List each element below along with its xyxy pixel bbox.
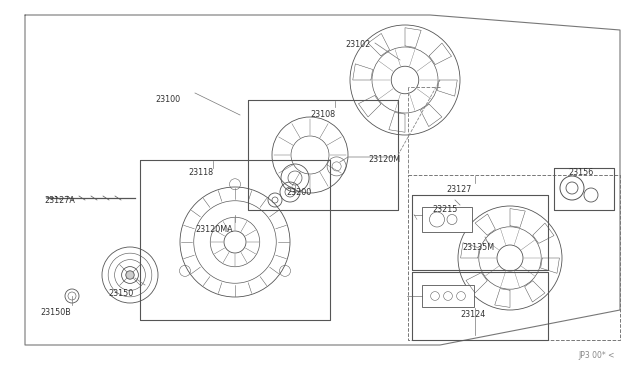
Bar bbox=[422, 207, 472, 232]
Circle shape bbox=[126, 271, 134, 279]
Text: 23135M: 23135M bbox=[462, 243, 494, 252]
Text: 23108: 23108 bbox=[310, 110, 335, 119]
Text: 23200: 23200 bbox=[286, 188, 311, 197]
Text: 23124: 23124 bbox=[460, 310, 485, 319]
Text: 23150: 23150 bbox=[108, 289, 133, 298]
Text: 23120M: 23120M bbox=[368, 155, 400, 164]
Text: JP3 00* <: JP3 00* < bbox=[579, 351, 615, 360]
Text: 23150B: 23150B bbox=[40, 308, 71, 317]
Text: 23156: 23156 bbox=[568, 168, 593, 177]
Text: 23127A: 23127A bbox=[44, 196, 75, 205]
Text: 23118: 23118 bbox=[188, 168, 213, 177]
Text: 23100: 23100 bbox=[155, 95, 180, 104]
Text: 23102: 23102 bbox=[345, 40, 371, 49]
Text: 23127: 23127 bbox=[446, 185, 472, 194]
Text: 23215: 23215 bbox=[432, 205, 458, 214]
Text: 23120MA: 23120MA bbox=[195, 225, 232, 234]
Bar bbox=[422, 285, 474, 307]
